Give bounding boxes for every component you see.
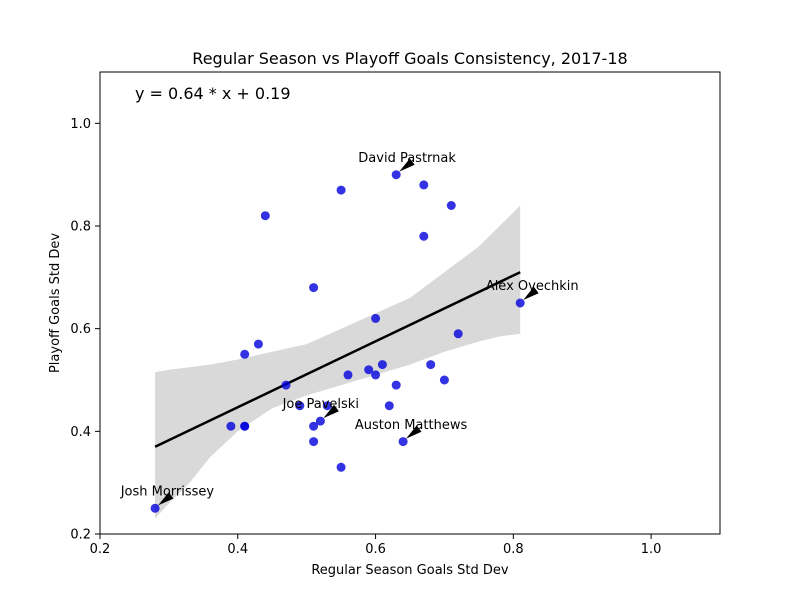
scatter-point-25: [419, 180, 429, 190]
annotation-arrow-4: [158, 492, 174, 506]
scatter-point-7: [281, 380, 291, 390]
annotation-arrow-3: [406, 425, 422, 439]
y-axis-label: Playoff Goals Std Dev: [48, 233, 63, 373]
chart-title: Regular Season vs Playoff Goals Consiste…: [192, 49, 627, 68]
scatter-point-30: [453, 329, 463, 339]
x-tick-label-3: 0.8: [503, 542, 524, 557]
annotation-label-2: Joe Pavelski: [282, 397, 359, 412]
annotation-label-0: David Pastrnak: [358, 151, 456, 166]
scatter-point-24: [398, 437, 408, 447]
scatter-point-19: [371, 370, 381, 380]
scatter-points-layer: [150, 170, 525, 513]
annotation-label-1: Alex Ovechkin: [486, 279, 579, 294]
annotation-label-4: Josh Morrissey: [120, 485, 215, 500]
scatter-point-21: [384, 401, 394, 411]
y-tick-label-1: 0.4: [70, 425, 91, 440]
scatter-point-5: [253, 339, 263, 349]
y-axis-ticks: 0.2 0.4 0.6 0.8 1.0: [70, 117, 100, 543]
scatter-point-1: [226, 421, 236, 431]
scatter-point-4: [240, 349, 250, 359]
scatter-point-27: [426, 360, 436, 370]
scatter-point-16: [343, 370, 353, 380]
y-tick-label-3: 0.8: [70, 220, 91, 235]
scatter-point-18: [371, 313, 381, 323]
y-tick-label-2: 0.6: [70, 322, 91, 337]
scatter-point-22: [391, 170, 401, 180]
y-tick-label-4: 1.0: [70, 117, 91, 132]
scatter-point-17: [364, 365, 374, 375]
x-tick-label-4: 1.0: [641, 542, 662, 557]
x-tick-label-2: 0.6: [365, 542, 386, 557]
scatter-point-9: [309, 283, 319, 293]
confidence-band-layer: [155, 205, 521, 519]
annotation-label-3: Auston Matthews: [355, 418, 468, 433]
scatter-point-12: [315, 416, 325, 426]
scatter-point-20: [377, 360, 387, 370]
scatter-point-3: [240, 421, 250, 431]
scatter-point-28: [439, 375, 449, 385]
scatter-point-29: [446, 201, 456, 210]
x-axis-ticks: 0.2 0.4 0.6 0.8 1.0: [90, 534, 662, 557]
annotations-layer: David Pastrnak Alex Ovechkin Joe Pavelski A…: [120, 151, 579, 506]
scatter-point-14: [336, 185, 346, 195]
y-tick-label-0: 0.2: [70, 528, 91, 543]
scatter-point-13: [322, 401, 332, 411]
plot-frame: [99, 71, 721, 535]
scatter-point-23: [391, 380, 401, 390]
scatter-point-31: [515, 298, 525, 308]
annotation-arrow-2: [323, 404, 339, 419]
scatter-point-26: [419, 231, 429, 241]
scatter-point-15: [336, 462, 346, 472]
scatter-point-11: [309, 437, 319, 447]
x-tick-label-0: 0.2: [90, 542, 111, 557]
scatter-point-0: [150, 503, 160, 513]
scatter-point-8: [295, 401, 305, 411]
x-tick-label-1: 0.4: [227, 542, 248, 557]
regression-equation: y = 0.64 * x + 0.19: [135, 84, 291, 103]
annotation-arrow-1: [523, 286, 539, 300]
regression-line: [154, 271, 521, 448]
scatter-point-10: [309, 421, 319, 431]
scatter-point-6: [260, 211, 270, 221]
regression-line-layer: [154, 271, 521, 448]
x-axis-label: Regular Season Goals Std Dev: [311, 563, 509, 578]
confidence-band: [155, 205, 521, 519]
annotation-arrow-0: [399, 158, 415, 172]
